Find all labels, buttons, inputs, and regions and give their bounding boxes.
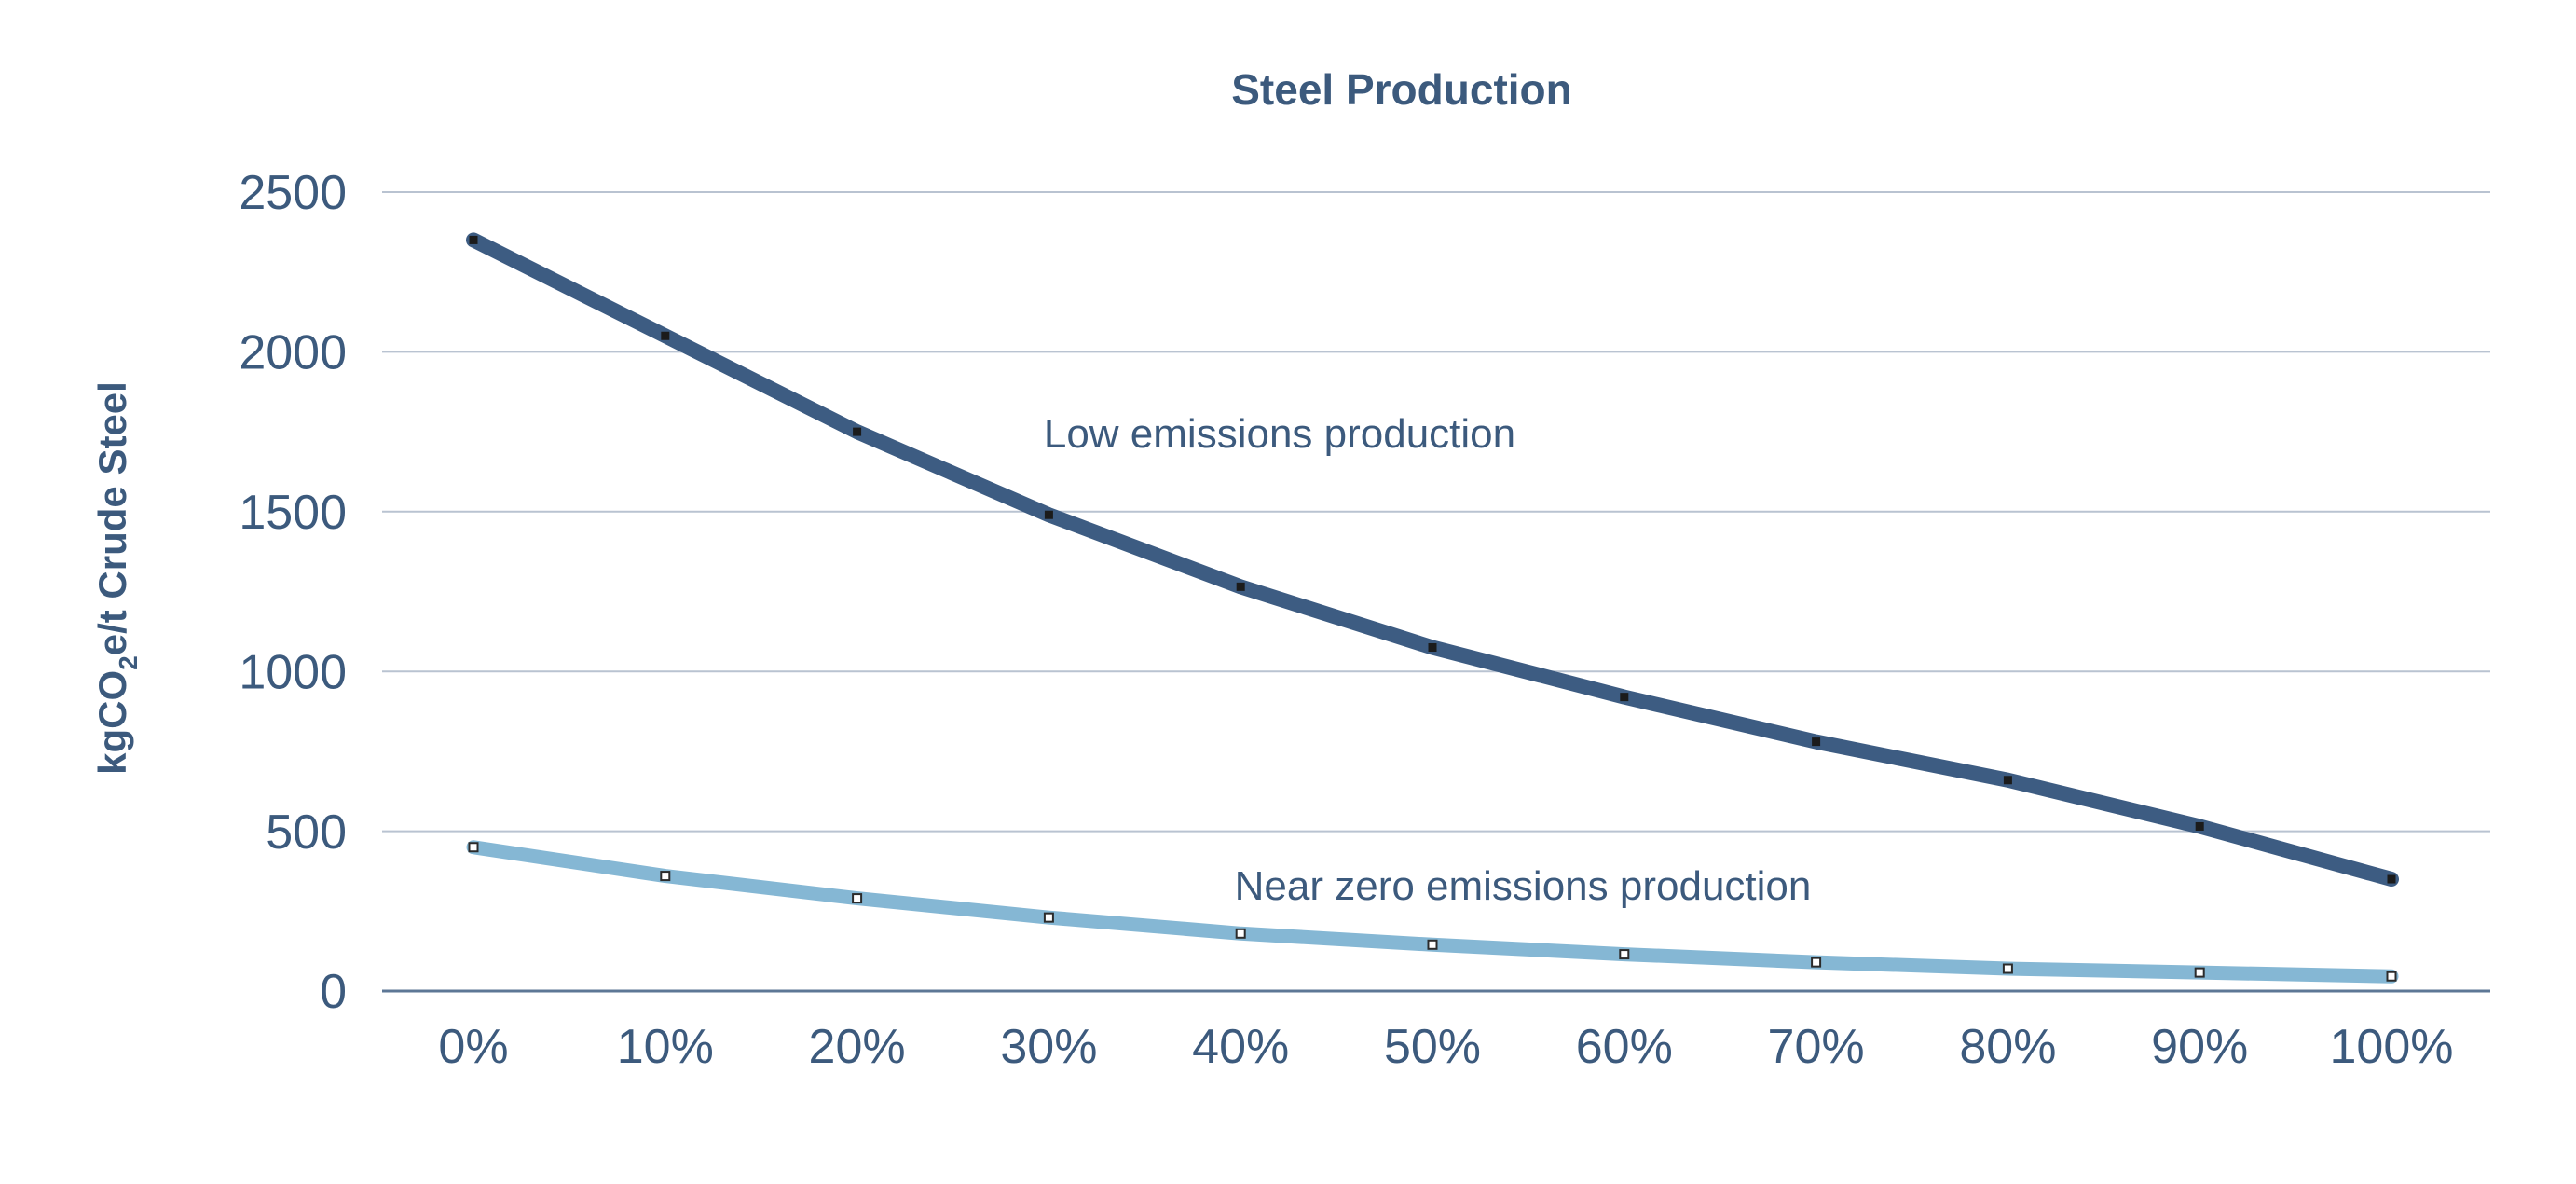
data-point-marker [1428, 642, 1437, 652]
y-tick-label: 1000 [239, 645, 347, 699]
y-tick-label: 2000 [239, 326, 347, 380]
y-tick-label: 2500 [239, 166, 347, 220]
data-point-marker [1619, 949, 1630, 960]
series-annotation-low-emissions: Low emissions production [1044, 411, 1515, 457]
series-line-0 [466, 232, 2399, 888]
series-layer [466, 232, 2399, 984]
x-tick-label: 50% [1384, 1020, 1481, 1074]
data-point-marker [852, 893, 863, 904]
y-tick-label: 0 [320, 965, 347, 1019]
data-point-marker [1044, 510, 1053, 519]
data-point-marker [661, 331, 670, 340]
data-point-marker [2195, 821, 2204, 831]
x-tick-label: 10% [617, 1020, 714, 1074]
data-point-marker [468, 842, 479, 853]
data-point-marker [2003, 776, 2012, 785]
data-point-marker [2387, 874, 2396, 884]
data-point-marker [1235, 928, 1246, 939]
y-tick-label: 1500 [239, 486, 347, 540]
x-tick-label: 40% [1192, 1020, 1289, 1074]
x-tick-label: 70% [1768, 1020, 1865, 1074]
data-point-marker [2194, 967, 2205, 978]
x-tick-label: 30% [1000, 1020, 1097, 1074]
x-tick-label: 0% [438, 1020, 508, 1074]
x-tick-label: 90% [2151, 1020, 2248, 1074]
data-point-marker [1811, 957, 1822, 968]
y-axis-label-sub: 2 [114, 655, 143, 670]
y-axis-label-pre: kgCO [90, 670, 134, 775]
x-tick-label: 80% [1959, 1020, 2056, 1074]
data-point-marker [1812, 737, 1821, 747]
data-point-marker [660, 871, 671, 882]
data-point-marker [1043, 912, 1054, 923]
data-point-marker [853, 427, 862, 436]
x-tick-label: 60% [1576, 1020, 1673, 1074]
tick-label-layer: 0 500 1000 1500 2000 2500 0% 10% 20% 30% 40% 50% 60%… [239, 166, 2453, 1074]
chart-title: Steel Production [1231, 65, 1571, 114]
data-point-marker [1236, 582, 1245, 591]
x-tick-label: 100% [2330, 1020, 2454, 1074]
y-axis-label-post: e/t Crude Steel [90, 381, 134, 655]
y-tick-label: 500 [266, 805, 347, 860]
data-point-marker [2386, 971, 2397, 982]
data-point-marker [1620, 693, 1629, 702]
x-tick-label: 20% [809, 1020, 906, 1074]
data-point-marker [1427, 939, 1438, 950]
data-point-marker [469, 235, 478, 244]
data-point-marker [2002, 963, 2013, 974]
series-annotation-near-zero-emissions: Near zero emissions production [1235, 863, 1812, 909]
gridline-layer [382, 191, 2490, 993]
y-axis-label: kgCO2e/t Crude Steel [90, 381, 143, 775]
